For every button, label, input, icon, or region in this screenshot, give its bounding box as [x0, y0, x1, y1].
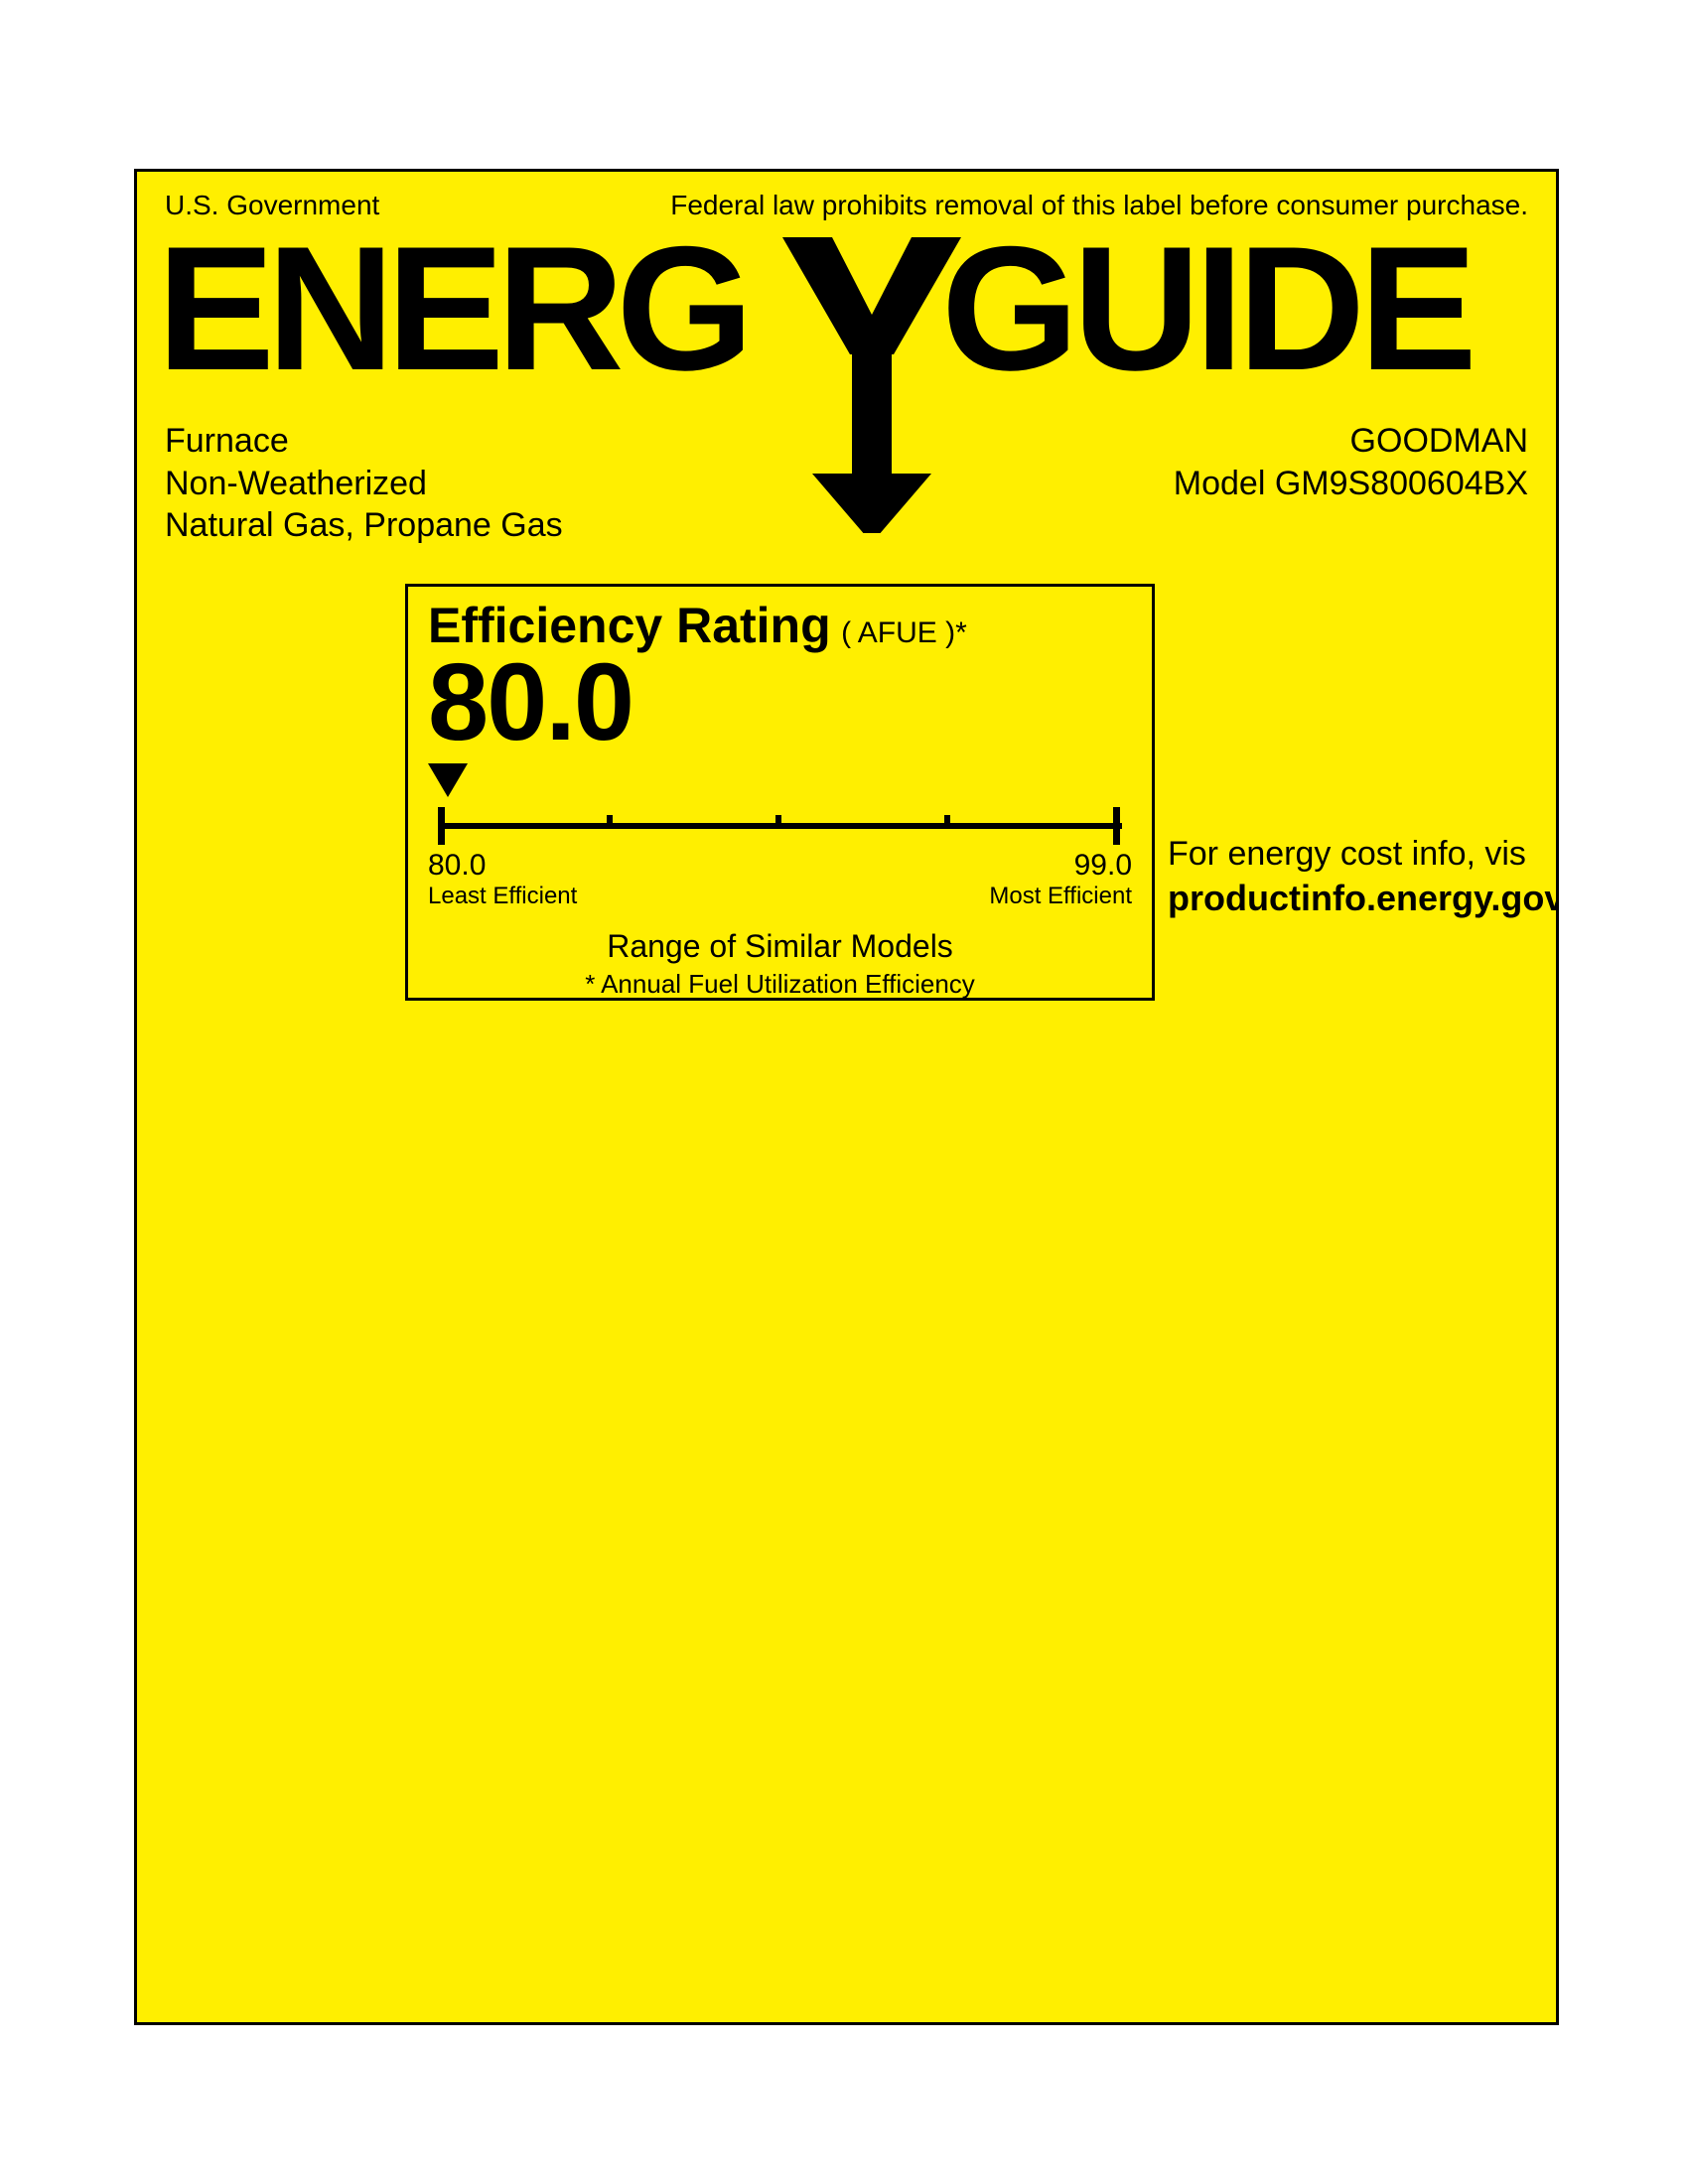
product-info-row: Furnace Non-Weatherized Natural Gas, Pro…	[137, 420, 1556, 547]
efficiency-value: 80.0	[428, 648, 1132, 757]
header-row: U.S. Government Federal law prohibits re…	[137, 172, 1556, 221]
afue-footnote: * Annual Fuel Utilization Efficiency	[428, 969, 1132, 1000]
scale-pointer-icon	[428, 763, 468, 797]
efficiency-scale: 80.0 99.0 Least Efficient Most Efficient	[428, 763, 1132, 883]
efficiency-rating-box: Efficiency Rating ( AFUE )* 80.0 80.0 99…	[405, 584, 1155, 1001]
law-text: Federal law prohibits removal of this la…	[670, 190, 1528, 221]
svg-text:ENERG: ENERG	[157, 225, 746, 407]
scale-max-value: 99.0	[1074, 849, 1132, 883]
model: Model GM9S800604BX	[1174, 463, 1528, 505]
scale-tick-start	[438, 807, 445, 845]
cost-info-line2: productinfo.energy.gov	[1168, 876, 1559, 922]
cost-info-line1: For energy cost info, vis	[1168, 832, 1559, 876]
gov-text: U.S. Government	[165, 190, 379, 221]
scale-max-label: Most Efficient	[989, 883, 1132, 910]
product-type: Furnace	[165, 420, 563, 463]
scale-tick-minor	[775, 815, 781, 829]
scale-tick-end	[1113, 807, 1120, 845]
product-fuel: Natural Gas, Propane Gas	[165, 504, 563, 547]
product-weatherization: Non-Weatherized	[165, 463, 563, 505]
scale-value-labels: 80.0 99.0	[428, 849, 1132, 883]
scale-tick-minor	[607, 815, 613, 829]
scale-min-label: Least Efficient	[428, 883, 577, 910]
energy-guide-label: U.S. Government Federal law prohibits re…	[134, 169, 1559, 2025]
product-info-right: GOODMAN Model GM9S800604BX	[1174, 420, 1528, 547]
range-text: Range of Similar Models	[428, 928, 1132, 965]
efficiency-subtitle: ( AFUE )*	[841, 616, 967, 649]
scale-tick-minor	[944, 815, 950, 829]
svg-text:GUIDE: GUIDE	[941, 225, 1472, 407]
product-info-left: Furnace Non-Weatherized Natural Gas, Pro…	[165, 420, 563, 547]
cost-info-text: For energy cost info, vis productinfo.en…	[1168, 832, 1559, 922]
scale-text-labels: Least Efficient Most Efficient	[428, 883, 1132, 910]
scale-min-value: 80.0	[428, 849, 486, 883]
manufacturer: GOODMAN	[1174, 420, 1528, 463]
